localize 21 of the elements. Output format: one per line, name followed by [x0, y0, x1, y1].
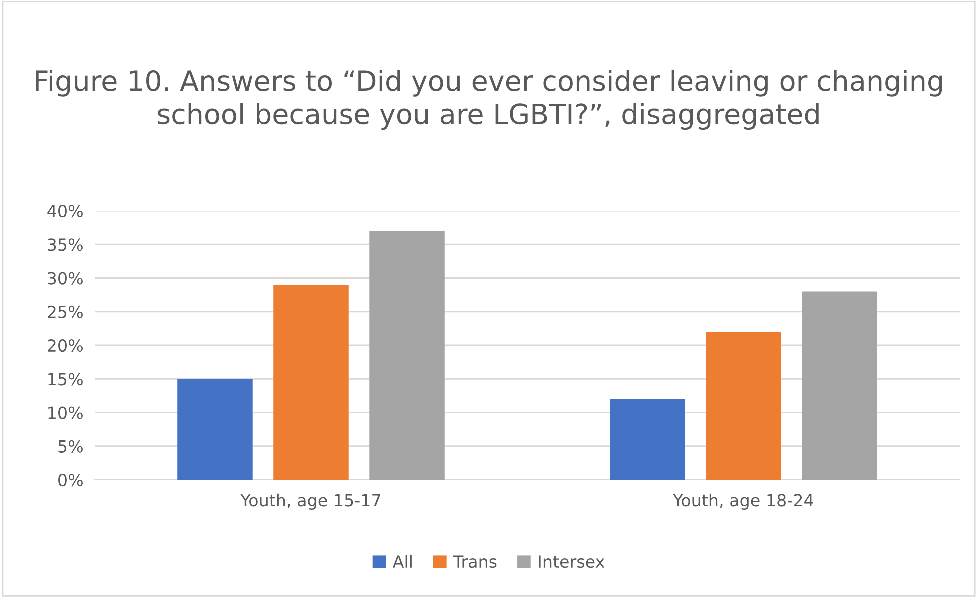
bar — [706, 332, 782, 480]
chart-title: Figure 10. Answers to “Did you ever consider leaving or changing school because you are LGBTI?”, disaggregated — [36, 70, 942, 130]
y-tick-label: 5% — [58, 440, 83, 453]
x-tick-label: Youth, age 18-24 — [673, 494, 814, 510]
x-tick-label: Youth, age 15-17 — [240, 494, 380, 510]
legend-label: All — [392, 555, 412, 568]
y-tick-label: 25% — [48, 306, 83, 318]
y-tick-label: 30% — [48, 272, 83, 285]
bar — [610, 399, 686, 480]
bar — [178, 379, 253, 480]
y-tick-label: 15% — [48, 373, 83, 386]
legend-label: Intersex — [539, 556, 605, 568]
y-tick-label: 0% — [58, 474, 83, 487]
legend-label: Trans — [453, 556, 497, 568]
y-tick-label: 10% — [48, 406, 83, 420]
y-tick-label: 40% — [48, 204, 83, 218]
y-tick-label: 35% — [48, 238, 83, 252]
bar — [370, 231, 445, 480]
bar — [274, 284, 349, 480]
bar — [802, 292, 878, 480]
y-tick-label: 20% — [48, 339, 83, 352]
